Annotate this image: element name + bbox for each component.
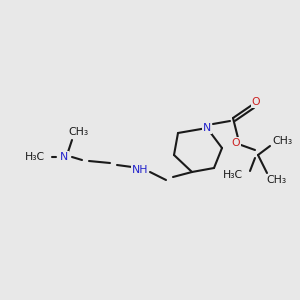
Text: CH₃: CH₃: [272, 136, 292, 146]
Text: N: N: [60, 152, 68, 162]
Text: O: O: [232, 138, 240, 148]
Text: NH: NH: [132, 165, 148, 175]
Text: N: N: [203, 123, 211, 133]
Text: O: O: [252, 97, 260, 107]
Text: H₃C: H₃C: [25, 152, 45, 162]
Text: H₃C: H₃C: [223, 170, 243, 180]
Text: CH₃: CH₃: [266, 175, 286, 185]
Text: CH₃: CH₃: [68, 127, 88, 137]
